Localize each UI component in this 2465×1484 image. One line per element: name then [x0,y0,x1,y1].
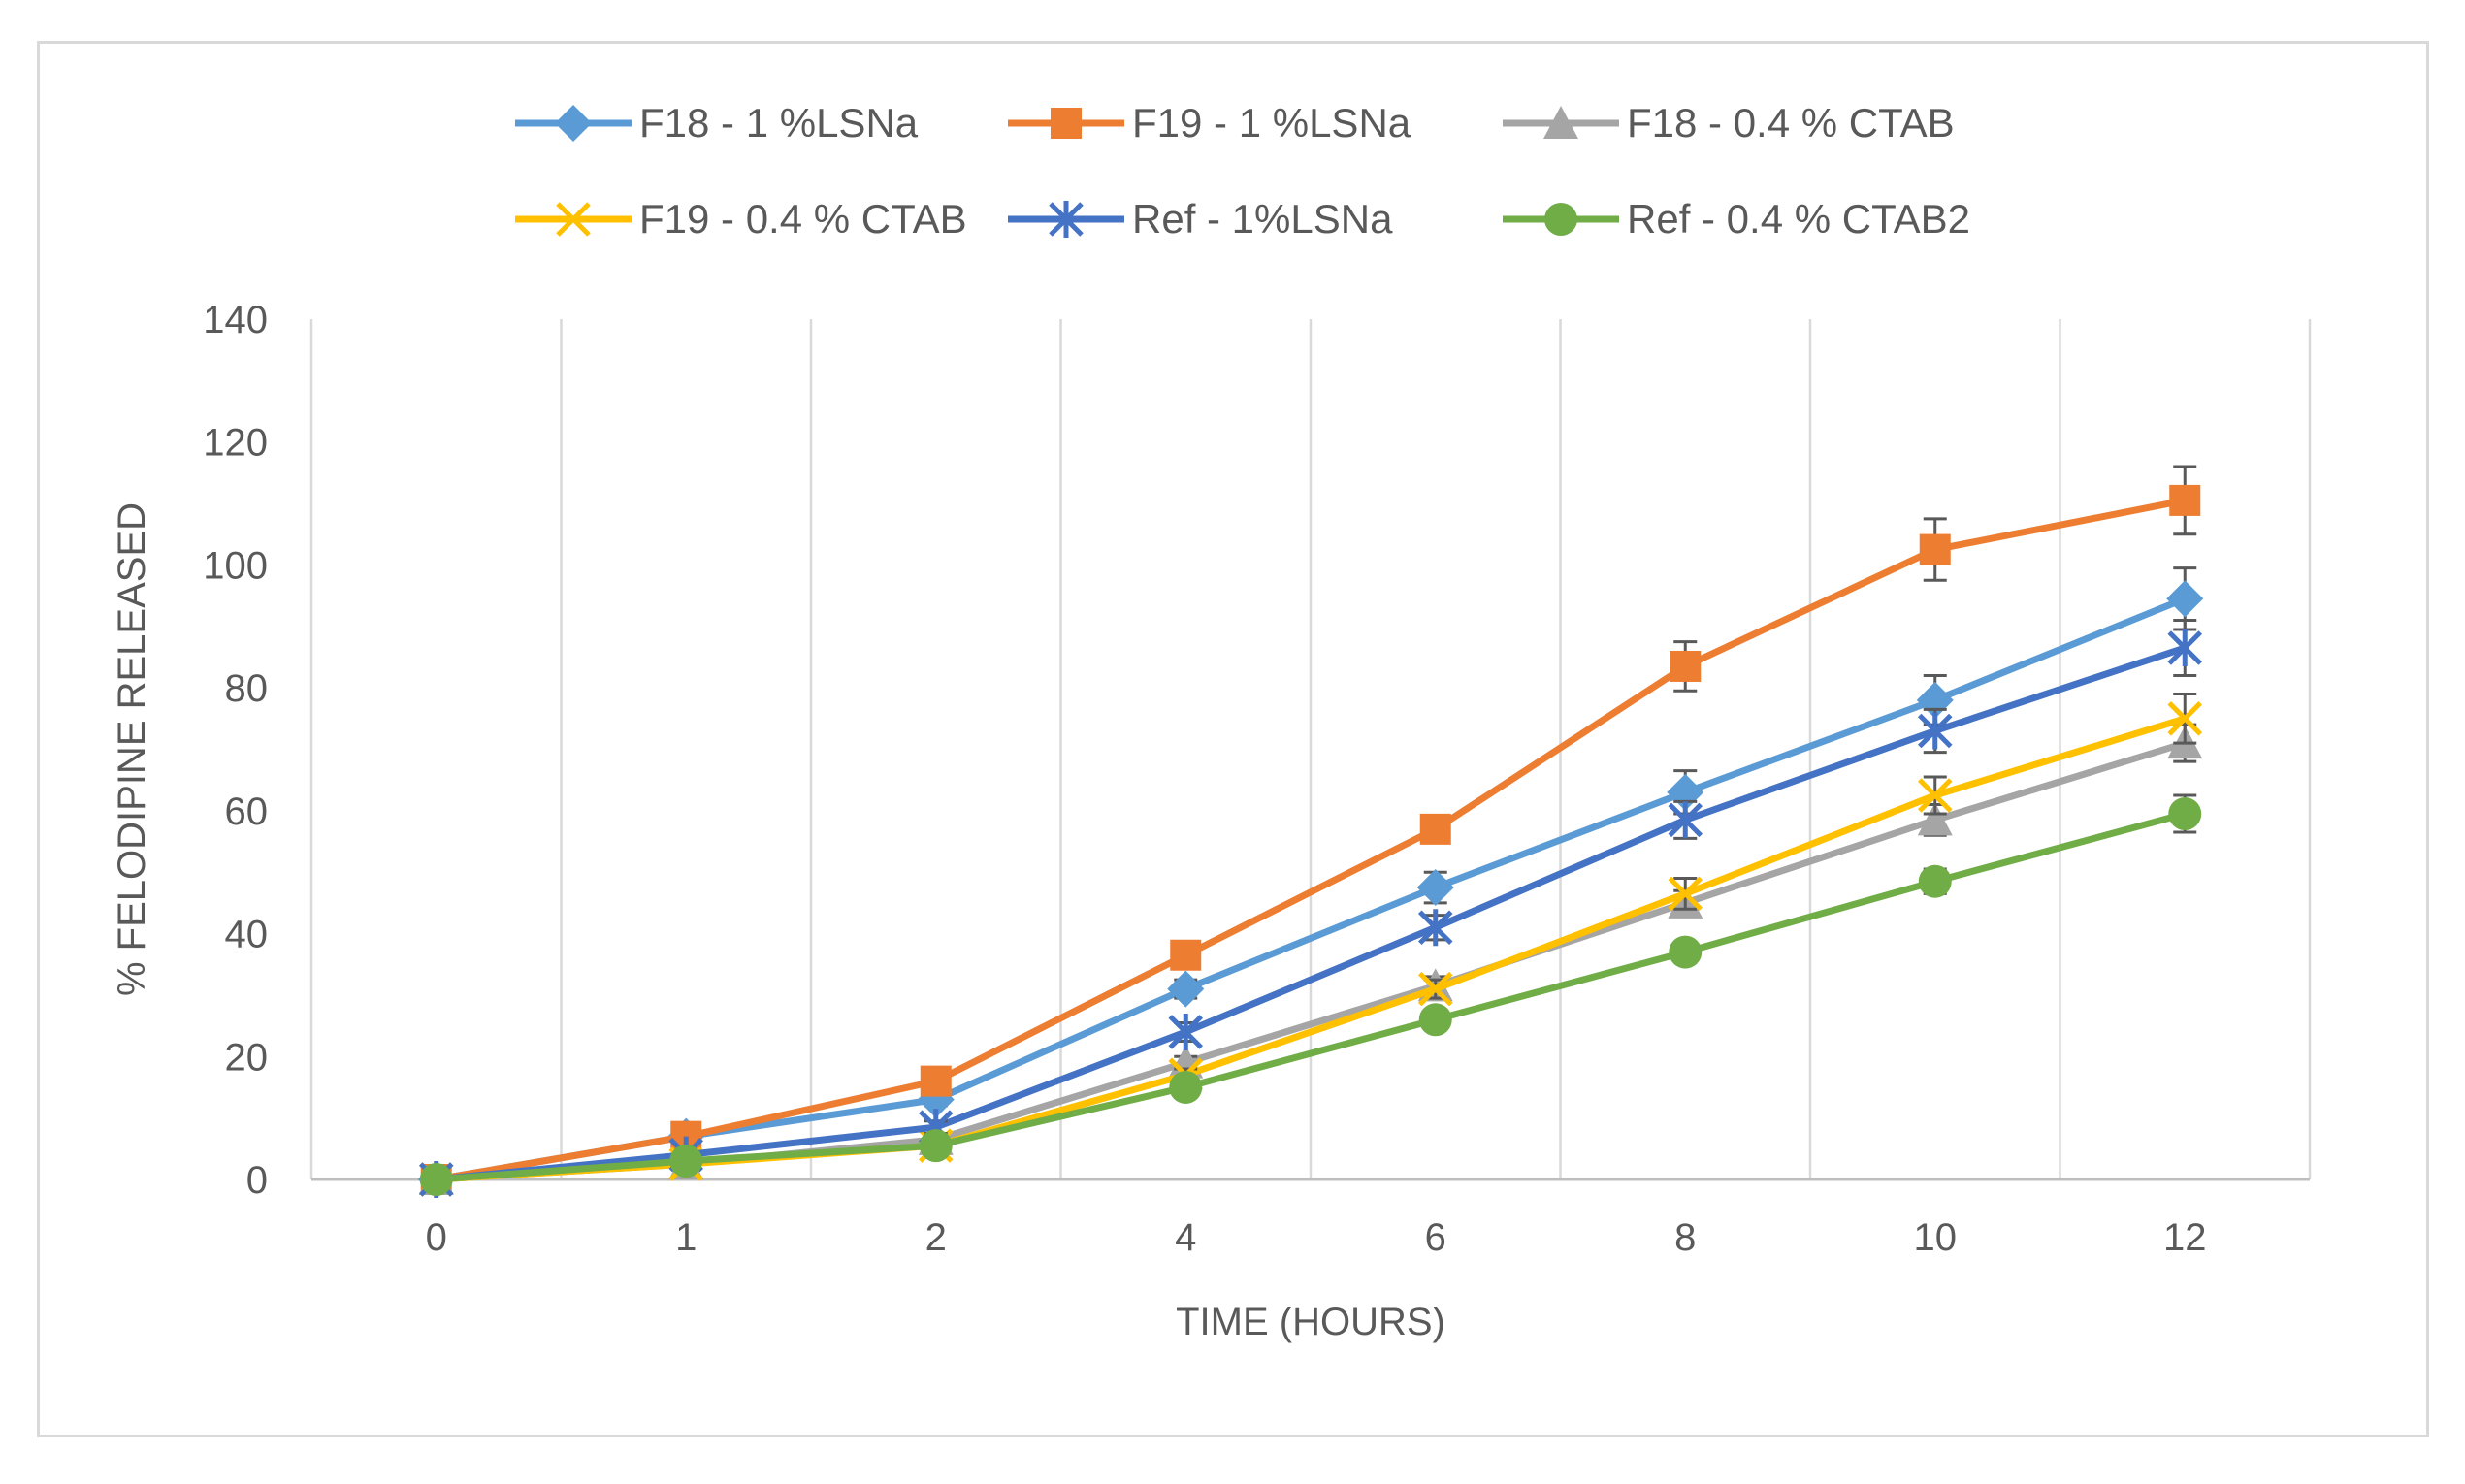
series-line [433,644,2189,1183]
x-tick-label: 4 [1175,1216,1196,1259]
legend-item-0: F18 - 1 %LSNa [515,100,919,145]
x-tick-label: 2 [925,1216,947,1259]
x-tick-label: 0 [426,1216,447,1259]
legend-item-3: F19 - 0.4 % CTAB [515,196,967,242]
series-1 [420,465,2201,1195]
series-line [433,497,2189,1183]
legend-marker [1051,108,1082,139]
x-tick-label: 12 [2163,1216,2207,1259]
data-point [1419,813,1451,845]
legend-marker [555,105,592,142]
y-tick-label: 0 [246,1159,268,1202]
data-point [2168,797,2202,831]
y-axis-title: % FELODIPINE RELEASED [111,502,153,996]
data-point [920,1065,952,1097]
y-tick-label: 120 [203,422,268,465]
legend-marker [556,202,591,237]
data-point [1169,1070,1203,1104]
data-point [1668,801,1703,839]
legend-marker [1049,201,1084,238]
legend-item-5: Ref - 0.4 % CTAB2 [1503,196,1970,242]
data-point [2167,701,2203,736]
data-point [1918,864,1952,898]
series-layer [417,465,2204,1198]
data-point [1168,1013,1204,1050]
y-tick-label: 40 [225,914,269,956]
data-point [1417,909,1453,947]
legend-marker [1544,203,1577,236]
data-point [2167,629,2203,666]
y-tick-label: 60 [225,790,269,833]
legend-label: Ref - 0.4 % CTAB2 [1627,196,1970,242]
data-point [1917,802,1953,836]
data-point [1170,939,1202,971]
y-tick-label: 140 [203,299,268,341]
y-tick-label: 20 [225,1036,269,1079]
x-tick-label: 10 [1914,1216,1958,1259]
legend-item-2: F18 - 0.4 % CTAB [1503,100,1955,145]
legend-marker [1543,106,1578,139]
legend-label: F18 - 0.4 % CTAB [1627,100,1955,145]
data-point [1917,712,1953,750]
y-tick-label: 80 [225,667,269,710]
legend-label: F18 - 1 %LSNa [639,100,919,145]
data-point [1416,869,1454,907]
data-point [2166,580,2204,618]
x-tick-label: 8 [1674,1216,1696,1259]
legend-item-1: F19 - 1 %LSNa [1008,100,1411,145]
legend-item-4: Ref - 1%LSNa [1008,196,1393,242]
data-point [1417,971,1453,1007]
data-point [419,1163,453,1196]
legend-label: F19 - 0.4 % CTAB [639,196,967,242]
data-point [1917,778,1953,813]
x-tick-label: 1 [675,1216,697,1259]
data-point [669,1144,703,1178]
x-axis-title: TIME (HOURS) [1176,1301,1445,1343]
series-line [433,810,2189,1183]
data-point [1668,876,1703,912]
x-tick-label: 6 [1425,1216,1446,1259]
data-point [1418,1003,1452,1037]
data-point [919,1129,953,1163]
series-5 [419,793,2202,1196]
data-point [2169,484,2201,516]
data-point [1167,970,1205,1008]
chart-frame: 0 20 40 60 80 100 120 140 0 1 2 4 6 8 10 12 F18 - 1 %LS… [37,41,2429,1437]
y-tick-label: 100 [203,544,268,587]
legend-label: Ref - 1%LSNa [1132,196,1393,242]
legend-label: F19 - 1 %LSNa [1132,100,1411,145]
data-point [1670,650,1702,682]
data-point [1919,533,1951,565]
data-point [1669,935,1703,969]
legend: F18 - 1 %LSNa F19 - 1 %LSNa F18 - 0.4 % CT… [515,100,1970,242]
